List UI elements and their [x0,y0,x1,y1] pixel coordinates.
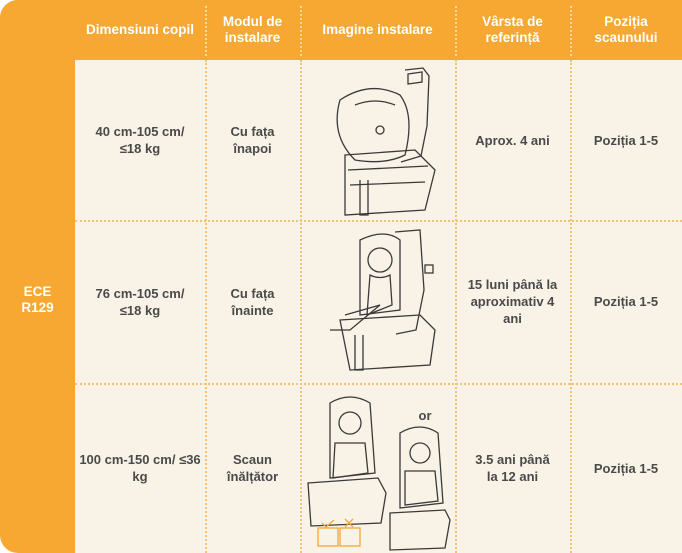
mode-cell: Cu fața înainte [230,285,275,318]
side-band [0,0,75,553]
header-band [0,0,682,60]
header-cell: Modul de instalare [222,14,283,45]
image-or: or [418,407,432,423]
position-cell: Poziția 1-5 [593,460,659,476]
seat-illustration [336,67,436,216]
mode-cell: Cu fața înapoi [230,124,275,156]
header-cell: Poziția scaunului [594,14,658,45]
header-cell: Imagine instalare [322,22,433,37]
divider [455,6,457,56]
position-cell: Poziția 1-5 [593,294,659,309]
size-cell: 100 cm-150 cm/ ≤36 kg [79,452,201,484]
header-cell: Vârsta de referință [482,14,543,45]
divider [75,383,682,385]
divider [570,60,572,553]
size-cell: 40 cm-105 cm/ ≤18 kg [95,124,185,156]
mode-cell: Scaun înălțător [226,452,279,484]
age-cell: 15 luni până la aproximativ 4 ani [467,277,558,326]
divider [300,60,302,553]
divider [455,60,457,553]
size-cell: 76 cm-105 cm/ ≤18 kg [95,285,185,318]
divider [75,220,682,222]
age-cell: Aprox. 4 ani [475,132,550,148]
position-cell: Poziția 1-5 [593,132,659,148]
seat-illustration [307,396,451,551]
divider [205,60,207,553]
header-cell: Dimensiuni copil [85,22,194,37]
side-label: ECE R129 [21,284,54,315]
age-cell: 3.5 ani până la 12 ani [475,452,550,484]
seat-illustration [330,229,436,371]
divider [570,6,572,56]
divider [205,6,207,56]
divider [300,6,302,56]
